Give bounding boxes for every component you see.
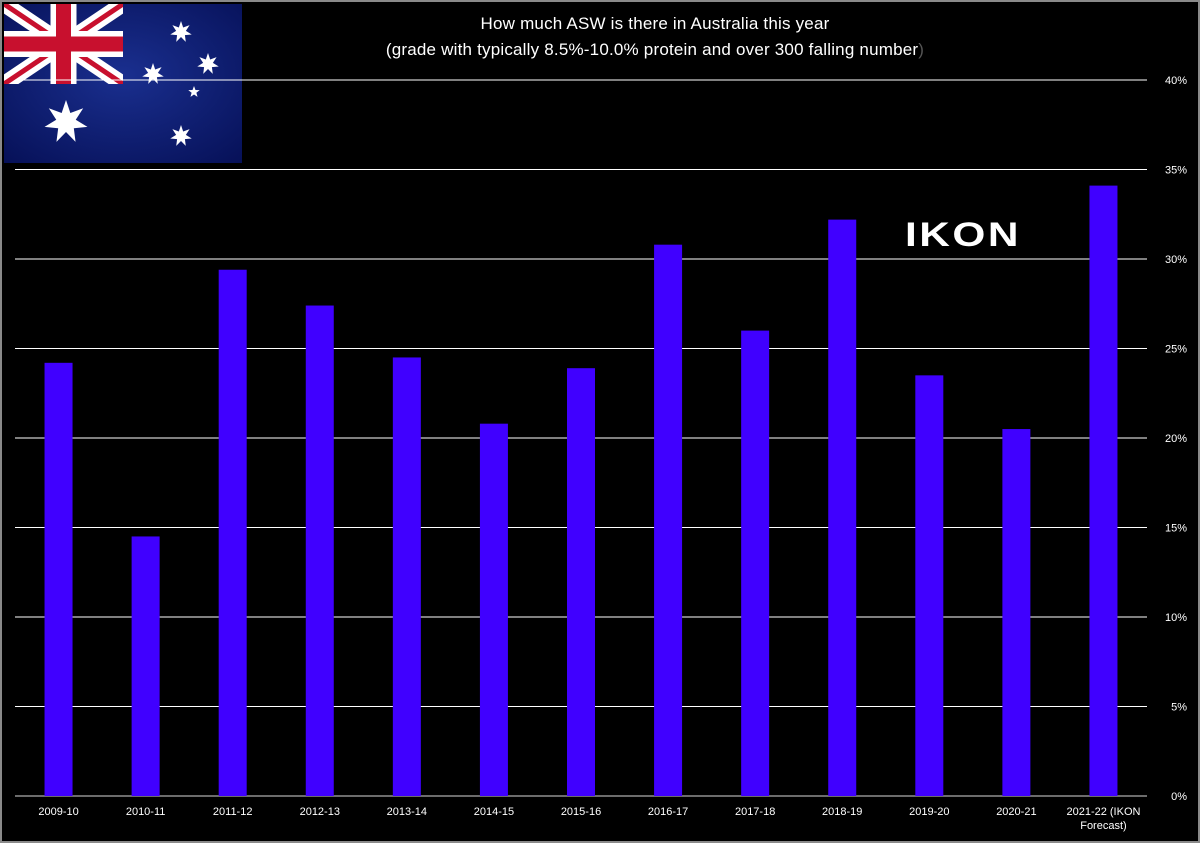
bars	[44, 185, 1118, 797]
x-tick-label: 2016-17	[648, 806, 688, 818]
x-tick-label-line: 2017-18	[735, 806, 775, 818]
x-tick-label-line: 2020-21	[996, 806, 1036, 818]
y-tick-label: 0%	[1171, 791, 1187, 803]
bar	[218, 269, 247, 796]
y-tick-label: 35%	[1165, 165, 1187, 177]
chart-subtitle-close: )	[918, 40, 925, 59]
x-tick-label: 2019-20	[909, 806, 949, 818]
star-icon	[142, 63, 164, 84]
x-tick-label-line: 2015-16	[561, 806, 601, 818]
bar	[479, 423, 508, 796]
bar	[44, 362, 73, 796]
bar	[915, 375, 944, 796]
x-tick-label: 2021-22 (IKON Forecast)	[1066, 806, 1140, 832]
y-tick-label: 25%	[1165, 344, 1187, 356]
star-icon	[188, 86, 200, 97]
x-tick-label-line: 2018-19	[822, 806, 862, 818]
y-tick-label: 30%	[1165, 254, 1187, 266]
x-tick-label-line: 2016-17	[648, 806, 688, 818]
y-tick-label: 10%	[1165, 612, 1187, 624]
x-tick-label: 2020-21	[996, 806, 1036, 818]
y-tick-label: 20%	[1165, 433, 1187, 445]
bar	[392, 357, 421, 796]
bar	[1002, 429, 1031, 796]
x-tick-label: 2010-11	[126, 806, 166, 818]
chart-subtitle-text: (grade with typically 8.5%-10.0% protein…	[385, 40, 919, 59]
y-axis-ticks: 0% 5% 10% 15% 20% 25% 30% 35% 40%	[1165, 75, 1187, 803]
x-tick-label-line: 2009-10	[38, 806, 78, 818]
x-tick-label: 2011-12	[213, 806, 253, 818]
chart-title: How much ASW is there in Australia this …	[480, 14, 830, 33]
x-tick-label-line: 2011-12	[213, 806, 253, 818]
bar	[654, 244, 683, 796]
y-tick-label: 40%	[1165, 75, 1187, 87]
x-axis-ticks: 2009-10 2010-11 2011-12 2012-13 2013-14 2014-…	[38, 806, 1140, 832]
union-jack	[4, 4, 123, 84]
x-tick-label-line: 2019-20	[909, 806, 949, 818]
star-icon	[170, 21, 192, 42]
ikon-logo: IKON	[905, 216, 1021, 254]
bar	[131, 536, 160, 796]
x-tick-label: 2012-13	[300, 806, 340, 818]
bar	[567, 368, 595, 796]
star-icon	[197, 53, 219, 74]
ikon-logo-text: IKON	[905, 216, 1021, 254]
x-tick-label-line: 2010-11	[126, 806, 166, 818]
x-tick-label-line: 2021-22 (IKON	[1066, 806, 1140, 818]
x-tick-label: 2017-18	[735, 806, 775, 818]
star-icon	[170, 125, 192, 146]
x-tick-label: 2013-14	[387, 806, 427, 818]
x-tick-label: 2015-16	[561, 806, 601, 818]
x-tick-label-line: 2014-15	[474, 806, 514, 818]
star-icon	[44, 100, 88, 142]
x-tick-label: 2018-19	[822, 806, 862, 818]
bar	[828, 219, 857, 796]
x-tick-label: 2009-10	[38, 806, 78, 818]
x-tick-label-line: 2012-13	[300, 806, 340, 818]
x-tick-label: 2014-15	[474, 806, 514, 818]
x-tick-label-line: 2013-14	[387, 806, 427, 818]
y-tick-label: 15%	[1165, 523, 1187, 535]
southern-cross-stars	[44, 21, 219, 146]
x-tick-label-line: Forecast)	[1080, 820, 1126, 832]
bar	[1089, 185, 1118, 797]
bar	[741, 330, 770, 796]
y-tick-label: 5%	[1171, 702, 1187, 714]
bar	[305, 305, 334, 796]
australian-flag	[4, 4, 242, 163]
chart-subtitle: (grade with typically 8.5%-10.0% protein…	[240, 40, 1070, 60]
